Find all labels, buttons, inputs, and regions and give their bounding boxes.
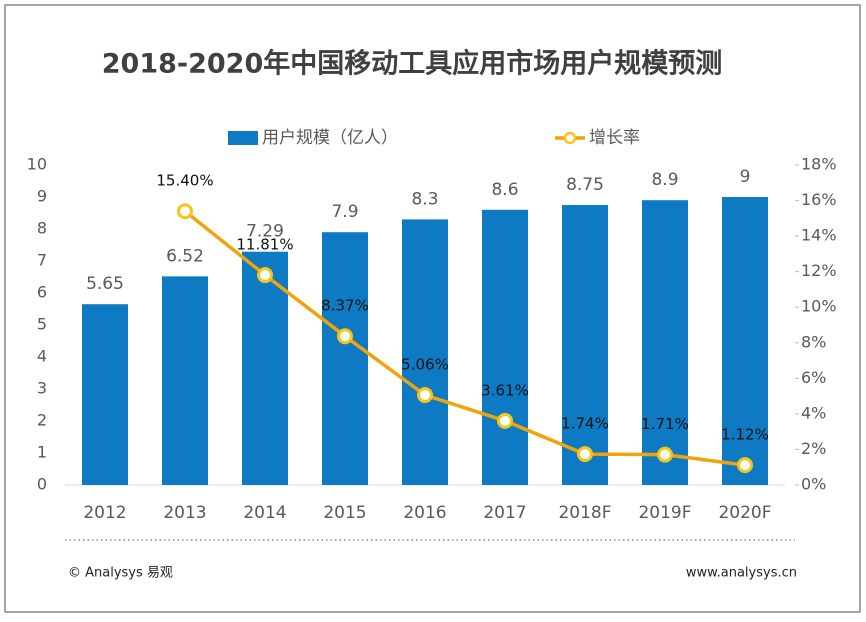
bar xyxy=(402,219,448,485)
line-point xyxy=(497,412,513,429)
line-value-label: 5.06% xyxy=(401,356,449,374)
y-tick-label: 3 xyxy=(37,379,47,398)
bar xyxy=(562,205,608,485)
x-tick-label: 2016 xyxy=(403,503,446,523)
line-value-label: 11.81% xyxy=(236,236,293,254)
bar-value-label: 5.65 xyxy=(86,274,124,294)
source: © Analysys 易观 xyxy=(68,566,173,581)
y2-tick-label: 0% xyxy=(801,475,826,494)
bar xyxy=(162,276,208,485)
bar xyxy=(642,200,688,485)
bar-value-label: 6.52 xyxy=(166,246,204,266)
line-value-label: 8.37% xyxy=(321,297,369,315)
y-tick-label: 6 xyxy=(37,283,47,302)
bar xyxy=(82,304,128,485)
bar-value-label: 7.29 xyxy=(246,222,284,242)
y-tick-label: 7 xyxy=(37,251,47,270)
y2-tick-label: 4% xyxy=(801,403,826,422)
line-value-label: 1.71% xyxy=(641,415,689,433)
line-point xyxy=(417,387,433,404)
line-point xyxy=(337,328,353,345)
y2-tick-label: 16% xyxy=(801,190,837,209)
bar xyxy=(482,209,528,486)
x-tick-label: 2020F xyxy=(718,503,771,523)
line-point xyxy=(577,446,593,463)
x-tick-label: 2018F xyxy=(558,503,611,523)
y2-tick-label: 2% xyxy=(801,439,826,458)
y2-tick-label: 14% xyxy=(801,226,837,245)
x-tick-label: 2013 xyxy=(163,503,206,523)
y2-tick-label: 12% xyxy=(801,261,837,280)
legend-marker xyxy=(563,131,577,145)
y2-tick-label: 6% xyxy=(801,368,826,387)
line-point xyxy=(177,203,193,220)
y-tick-label: 10 xyxy=(27,155,47,174)
x-tick-label: 2014 xyxy=(243,503,286,523)
y2-tick-label: 10% xyxy=(801,297,837,316)
legend-swatch xyxy=(228,131,258,145)
y-tick-label: 4 xyxy=(37,347,47,366)
bar xyxy=(322,232,368,485)
bar-value-label: 8.3 xyxy=(411,189,438,209)
website: www.analysys.cn xyxy=(686,566,797,581)
line-point xyxy=(737,457,753,474)
y-tick-label: 9 xyxy=(37,187,47,206)
y-tick-label: 0 xyxy=(37,475,47,494)
bar-value-label: 9 xyxy=(740,167,751,187)
chart-title: 2018-2020年中国移动工具应用市场用户规模预测 xyxy=(102,48,723,80)
bar-value-label: 7.9 xyxy=(331,202,358,222)
legend-label: 用户规模（亿人） xyxy=(262,128,398,148)
bar-value-label: 8.75 xyxy=(566,175,604,195)
x-tick-label: 2012 xyxy=(83,503,126,523)
x-tick-label: 2017 xyxy=(483,503,526,523)
y2-tick-label: 18% xyxy=(801,155,837,174)
y-tick-label: 2 xyxy=(37,411,47,430)
y2-tick-label: 8% xyxy=(801,332,826,351)
y-tick-label: 8 xyxy=(37,219,47,238)
y-tick-label: 5 xyxy=(37,315,47,334)
x-tick-label: 2019F xyxy=(638,503,691,523)
x-tick-label: 2015 xyxy=(323,503,366,523)
y-tick-label: 1 xyxy=(37,443,47,462)
growth-line xyxy=(183,209,746,467)
bar-value-label: 8.9 xyxy=(651,170,678,190)
line-value-label: 1.74% xyxy=(561,415,609,433)
legend-label: 增长率 xyxy=(589,128,640,148)
bar-value-label: 8.6 xyxy=(491,180,518,200)
line-point xyxy=(657,446,673,463)
line-value-label: 15.40% xyxy=(156,172,213,190)
line-value-label: 1.12% xyxy=(721,426,769,444)
bar xyxy=(722,197,768,485)
line-value-label: 3.61% xyxy=(481,381,529,399)
line-point xyxy=(257,267,273,284)
bar xyxy=(242,251,288,485)
